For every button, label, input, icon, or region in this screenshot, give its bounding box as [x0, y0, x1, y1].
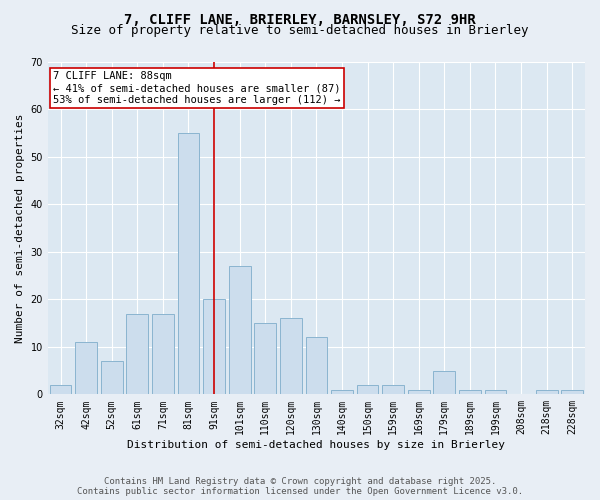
- Text: 7 CLIFF LANE: 88sqm
← 41% of semi-detached houses are smaller (87)
53% of semi-d: 7 CLIFF LANE: 88sqm ← 41% of semi-detach…: [53, 72, 341, 104]
- Bar: [101, 361, 122, 394]
- Text: 7, CLIFF LANE, BRIERLEY, BARNSLEY, S72 9HR: 7, CLIFF LANE, BRIERLEY, BARNSLEY, S72 9…: [124, 12, 476, 26]
- Text: Size of property relative to semi-detached houses in Brierley: Size of property relative to semi-detach…: [71, 24, 529, 37]
- Bar: [178, 133, 199, 394]
- Bar: [356, 385, 379, 394]
- Text: Contains HM Land Registry data © Crown copyright and database right 2025.
Contai: Contains HM Land Registry data © Crown c…: [77, 476, 523, 496]
- Bar: [459, 390, 481, 394]
- Bar: [382, 385, 404, 394]
- Bar: [229, 266, 251, 394]
- Bar: [280, 318, 302, 394]
- Bar: [127, 314, 148, 394]
- Bar: [562, 390, 583, 394]
- Bar: [50, 385, 71, 394]
- Bar: [408, 390, 430, 394]
- Bar: [203, 299, 225, 394]
- Bar: [152, 314, 174, 394]
- Bar: [254, 323, 276, 394]
- Bar: [536, 390, 557, 394]
- Bar: [305, 338, 327, 394]
- Bar: [433, 370, 455, 394]
- Y-axis label: Number of semi-detached properties: Number of semi-detached properties: [15, 113, 25, 342]
- Bar: [331, 390, 353, 394]
- Bar: [75, 342, 97, 394]
- X-axis label: Distribution of semi-detached houses by size in Brierley: Distribution of semi-detached houses by …: [127, 440, 505, 450]
- Bar: [485, 390, 506, 394]
